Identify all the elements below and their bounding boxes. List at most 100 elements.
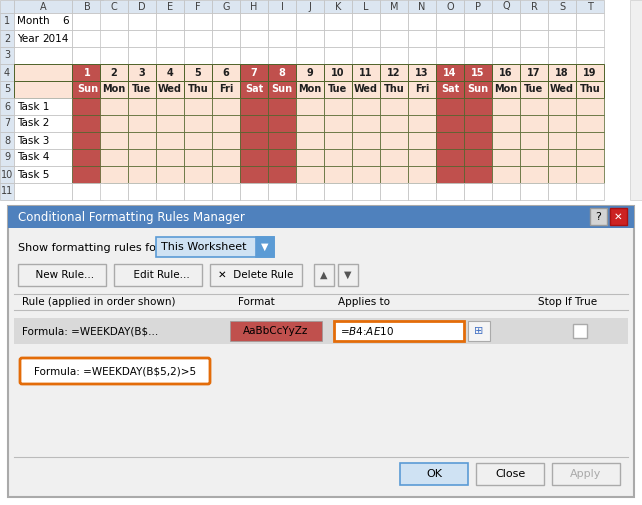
Bar <box>100 30 128 47</box>
Text: This Worksheet: This Worksheet <box>161 242 247 252</box>
Bar <box>156 166 184 183</box>
Bar <box>184 0 212 13</box>
Bar <box>324 47 352 64</box>
Text: Task 3: Task 3 <box>17 135 49 145</box>
Bar <box>520 30 548 47</box>
Bar <box>184 183 212 200</box>
Text: R: R <box>530 2 537 12</box>
Text: 13: 13 <box>415 68 429 77</box>
Text: Sun: Sun <box>77 84 98 94</box>
Text: 5: 5 <box>4 84 10 94</box>
Bar <box>324 13 352 30</box>
Bar <box>352 47 380 64</box>
Bar <box>72 64 103 81</box>
Bar <box>464 132 492 149</box>
Bar <box>436 183 464 200</box>
Bar <box>520 149 548 166</box>
Bar <box>296 166 324 183</box>
Bar <box>72 30 103 47</box>
Bar <box>464 0 492 13</box>
Bar <box>352 132 380 149</box>
Bar <box>610 208 627 225</box>
Bar <box>128 81 156 98</box>
Bar <box>100 166 128 183</box>
Bar <box>72 98 103 115</box>
Text: A: A <box>40 2 46 12</box>
Text: 7: 7 <box>4 119 10 128</box>
Bar <box>380 0 408 13</box>
Bar <box>14 98 72 115</box>
Text: Sun: Sun <box>467 84 489 94</box>
Bar <box>128 149 156 166</box>
Bar <box>436 47 464 64</box>
Bar <box>380 13 408 30</box>
Bar <box>184 149 212 166</box>
Bar <box>14 132 72 149</box>
Bar <box>100 98 128 115</box>
Bar <box>548 47 576 64</box>
Text: 9: 9 <box>307 68 313 77</box>
Text: Thu: Thu <box>187 84 209 94</box>
Text: Rule (applied in order shown): Rule (applied in order shown) <box>22 297 175 307</box>
Bar <box>268 115 296 132</box>
Text: Q: Q <box>502 2 510 12</box>
Text: H: H <box>250 2 257 12</box>
Text: Wed: Wed <box>158 84 182 94</box>
Bar <box>464 81 492 98</box>
Bar <box>0 47 14 64</box>
Bar <box>573 324 587 338</box>
Bar <box>352 0 380 13</box>
Text: ▲: ▲ <box>320 270 328 280</box>
Bar <box>184 47 212 64</box>
Bar <box>0 0 642 200</box>
Bar <box>18 264 106 286</box>
Text: 9: 9 <box>4 153 10 163</box>
Bar <box>576 30 604 47</box>
Bar <box>436 166 464 183</box>
Bar <box>14 0 72 13</box>
Bar <box>334 321 464 341</box>
Text: 8: 8 <box>4 135 10 145</box>
Bar <box>0 98 14 115</box>
Text: Mon: Mon <box>102 84 126 94</box>
Bar <box>380 132 408 149</box>
Text: New Rule...: New Rule... <box>30 270 94 280</box>
Bar <box>128 183 156 200</box>
Text: 11: 11 <box>360 68 373 77</box>
Bar <box>156 13 184 30</box>
Text: E: E <box>167 2 173 12</box>
Bar <box>72 132 103 149</box>
Bar <box>408 132 436 149</box>
Bar <box>212 149 240 166</box>
Bar <box>464 183 492 200</box>
Bar <box>436 98 464 115</box>
Bar <box>240 115 268 132</box>
Bar <box>520 0 548 13</box>
Bar <box>210 264 302 286</box>
Bar <box>520 132 548 149</box>
Text: OK: OK <box>426 469 442 479</box>
FancyBboxPatch shape <box>20 358 210 384</box>
Bar <box>156 149 184 166</box>
Bar <box>240 183 268 200</box>
Text: 8: 8 <box>279 68 286 77</box>
Bar <box>156 237 274 257</box>
Bar <box>184 30 212 47</box>
Bar <box>156 81 184 98</box>
Bar <box>352 30 380 47</box>
Bar <box>380 115 408 132</box>
Bar <box>468 321 490 341</box>
Bar <box>476 463 544 485</box>
Text: Wed: Wed <box>550 84 574 94</box>
Bar <box>14 47 72 64</box>
Text: Tue: Tue <box>132 84 152 94</box>
Bar <box>548 0 576 13</box>
Bar <box>156 115 184 132</box>
Bar <box>324 166 352 183</box>
Bar <box>128 132 156 149</box>
Bar <box>0 13 14 30</box>
Bar <box>408 183 436 200</box>
Text: 1: 1 <box>4 17 10 26</box>
Bar <box>576 98 604 115</box>
Text: 6: 6 <box>62 17 69 26</box>
